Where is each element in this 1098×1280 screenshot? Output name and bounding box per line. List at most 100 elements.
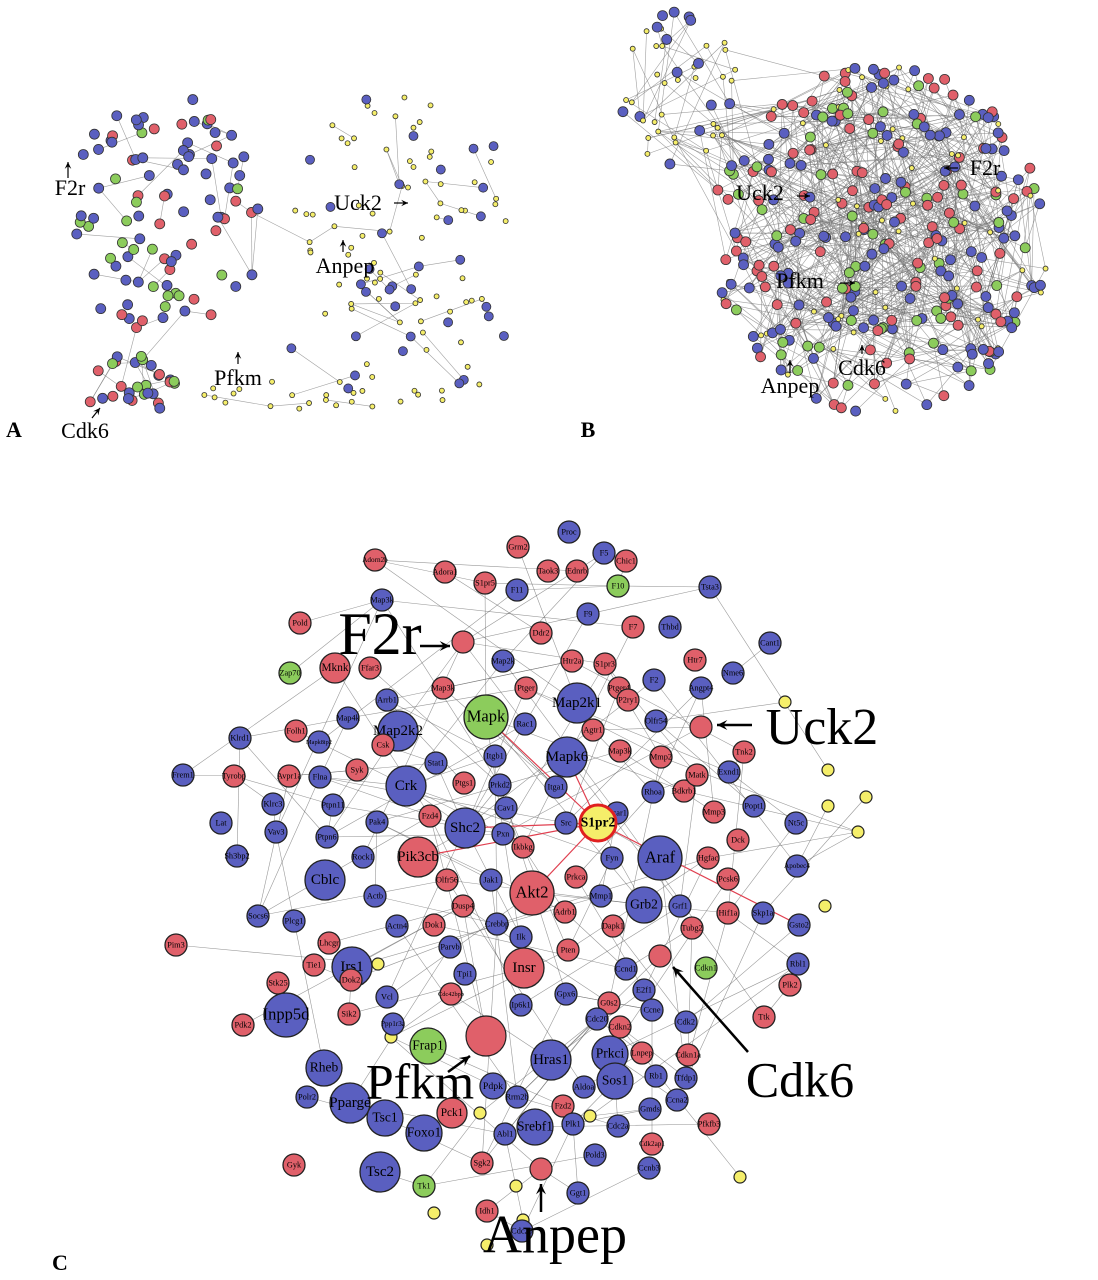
node: [895, 176, 907, 188]
node: [921, 399, 933, 411]
edge: [485, 716, 645, 906]
node: [840, 231, 851, 243]
node: [896, 64, 902, 71]
node: [811, 308, 817, 315]
node: [589, 884, 613, 908]
edge: [675, 142, 707, 152]
node: [905, 86, 912, 93]
node-label: Stat1: [427, 758, 444, 767]
node: [554, 811, 578, 835]
node: [261, 792, 285, 816]
node: [405, 331, 416, 342]
node: [719, 132, 725, 139]
edge: [882, 321, 1016, 328]
node: [132, 276, 144, 288]
edge: [642, 31, 647, 121]
node: [288, 611, 312, 635]
node: [377, 275, 384, 282]
edge: [906, 321, 1016, 385]
node: [954, 285, 960, 292]
node: [657, 10, 668, 22]
node: [776, 99, 788, 110]
node: [93, 144, 104, 155]
node: [886, 314, 898, 326]
node-label: Frem1: [172, 770, 194, 779]
edge: [816, 115, 822, 175]
node: [961, 134, 967, 141]
edge: [706, 45, 724, 77]
edge: [592, 726, 702, 731]
node: [644, 709, 668, 733]
edge: [355, 302, 416, 337]
node-label: Map3k: [608, 746, 632, 755]
edge: [762, 796, 867, 914]
node: [817, 111, 829, 123]
annotation: Cdk6: [746, 1051, 854, 1107]
node: [640, 998, 664, 1022]
node: [730, 245, 742, 257]
edge: [773, 109, 811, 138]
node: [211, 394, 218, 401]
node: [868, 314, 879, 326]
node: [804, 144, 816, 156]
node: [363, 884, 387, 908]
edge: [257, 815, 431, 917]
edge: [874, 348, 971, 385]
node: [668, 6, 680, 18]
node: [659, 43, 666, 49]
node: [847, 185, 858, 197]
node: [171, 763, 195, 787]
node-label: Pold: [292, 618, 308, 627]
edge: [381, 233, 412, 290]
node: [443, 215, 454, 226]
edge: [418, 259, 461, 267]
node: [120, 274, 132, 286]
node: [733, 1170, 747, 1184]
node: [990, 308, 1002, 320]
node-label: Cdkn1a: [675, 1050, 701, 1059]
node: [732, 740, 756, 764]
node: [937, 344, 949, 356]
node: [970, 111, 982, 123]
node: [111, 110, 123, 122]
edge: [211, 158, 222, 218]
node: [836, 282, 848, 294]
node: [775, 324, 786, 335]
node: [928, 337, 939, 349]
node-label: Cdc2a: [607, 1121, 629, 1130]
node: [556, 682, 598, 724]
node: [866, 248, 878, 260]
node: [768, 260, 780, 272]
node: [856, 167, 868, 179]
edge: [778, 247, 887, 364]
edge: [950, 188, 1035, 260]
node: [178, 164, 189, 176]
node-label: Bdkrb1: [672, 786, 697, 795]
node: [205, 309, 217, 321]
node: [879, 67, 890, 79]
node: [881, 357, 893, 369]
edge: [217, 217, 253, 275]
node: [451, 630, 475, 654]
node: [600, 846, 624, 870]
node: [702, 800, 726, 824]
node: [348, 398, 355, 405]
node: [75, 210, 87, 222]
edge: [856, 170, 929, 243]
node: [859, 74, 865, 81]
node: [685, 763, 709, 787]
node-label: Map4k: [336, 713, 360, 722]
node-label: Prkd2: [490, 780, 510, 789]
node: [465, 1015, 507, 1057]
node-label: Matk: [688, 770, 706, 779]
edge: [423, 1154, 596, 1187]
node: [164, 933, 188, 957]
node-label: Pdpk: [483, 1081, 503, 1092]
node-label: Hif1a: [719, 908, 738, 917]
panel-label: A: [6, 417, 22, 442]
node: [848, 305, 859, 316]
node: [494, 796, 518, 820]
node: [505, 578, 529, 602]
edge: [76, 233, 140, 240]
